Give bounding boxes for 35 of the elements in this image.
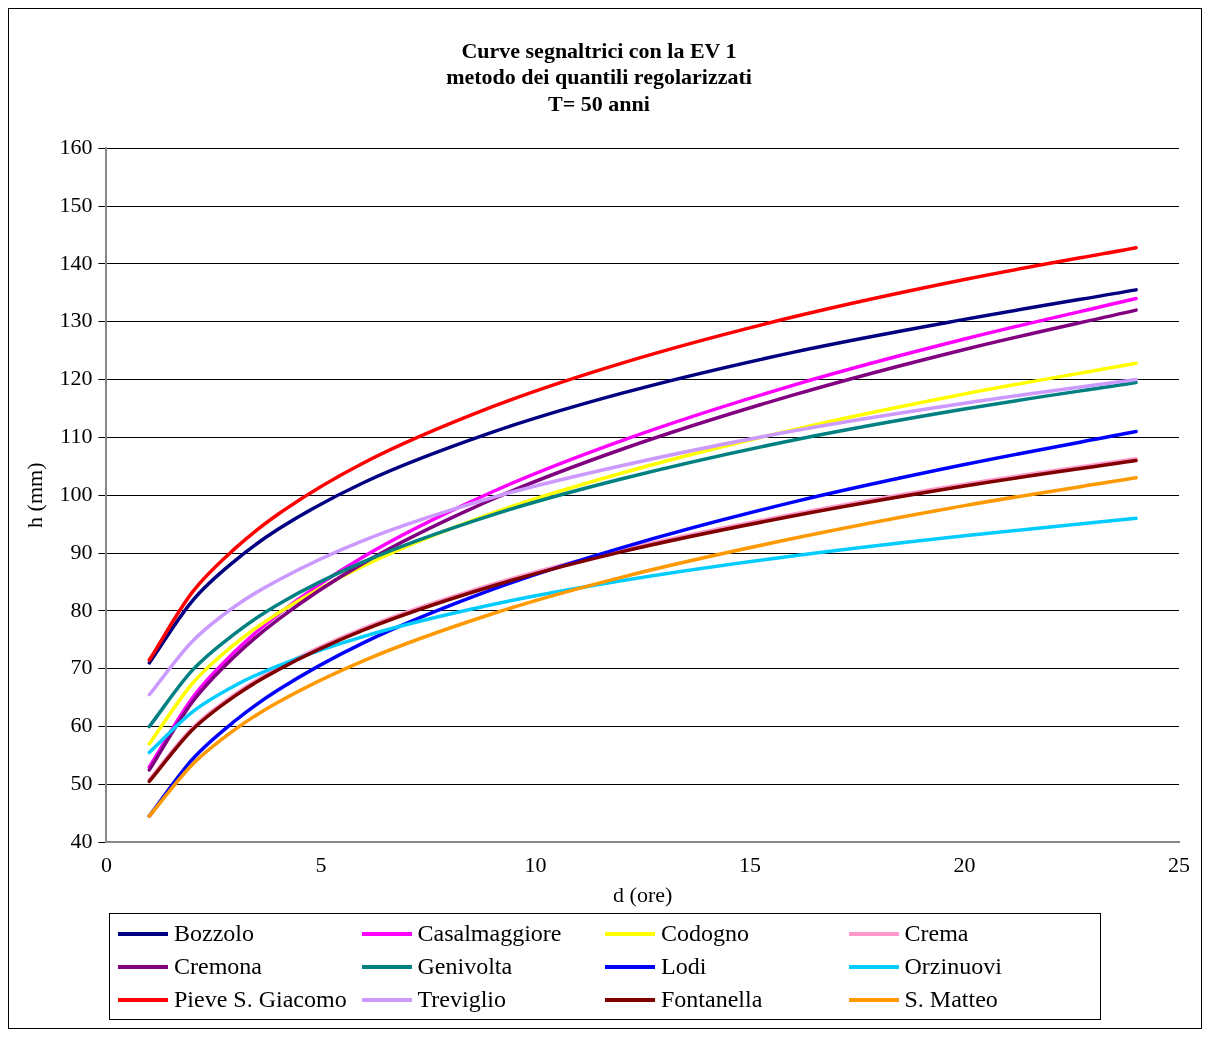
line-series [147, 516, 1138, 755]
legend-label: Bozzolo [174, 920, 254, 947]
x-tick-label: 5 [315, 852, 327, 878]
x-axis-title: d (ore) [613, 881, 673, 907]
y-axis-title: h (mm) [21, 462, 47, 528]
x-tick-label: 25 [1168, 852, 1190, 878]
y-tick-label: 110 [60, 423, 93, 449]
legend-label: Codogno [661, 920, 750, 947]
x-tick-label: 10 [524, 852, 547, 878]
x-tick-label: 0 [100, 852, 112, 878]
y-tick-label: 150 [59, 191, 93, 217]
legend-label: Treviglio [417, 986, 506, 1013]
y-tick-label: 90 [70, 538, 93, 564]
legend-label: Orzinuovi [904, 953, 1002, 980]
y-tick-label: 60 [70, 712, 93, 738]
y-tick-label: 80 [70, 596, 93, 622]
y-tick-label: 70 [70, 654, 93, 680]
y-tick-label: 140 [59, 249, 93, 275]
legend-label: Cremona [174, 953, 262, 980]
legend-label: Lodi [661, 953, 707, 980]
y-tick-label: 160 [59, 133, 93, 159]
legend-label: Genivolta [417, 953, 513, 980]
legend-label: Pieve S. Giacomo [174, 986, 347, 1013]
y-tick-label: 100 [59, 480, 93, 506]
legend-label: S. Matteo [904, 986, 998, 1013]
y-tick-label: 50 [70, 770, 93, 796]
y-tick-label: 120 [59, 365, 93, 391]
x-tick-label: 15 [738, 852, 761, 878]
legend-label: Crema [904, 920, 969, 947]
x-tick-label: 20 [953, 852, 976, 878]
y-tick-label: 130 [59, 307, 93, 333]
legend-label: Fontanella [661, 986, 763, 1013]
y-tick-label: 40 [70, 827, 93, 853]
legend-label: Casalmaggiore [417, 920, 562, 947]
chart-title: Curve segnaltrici con la EV 1 metodo dei quantili regolarizzati T= 50 anni [446, 37, 752, 116]
